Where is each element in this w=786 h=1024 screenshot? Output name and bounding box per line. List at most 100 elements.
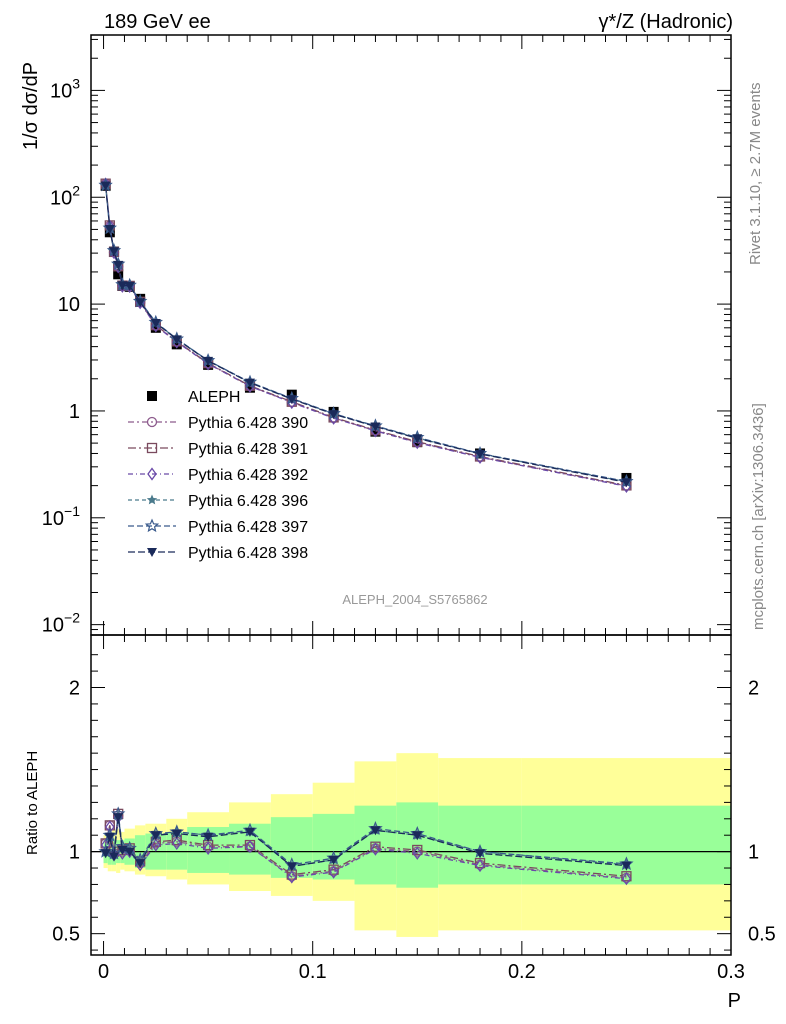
ratio-panel-axes: 0.5 0.5 1 1 2 2 0 0.1 0.2 0.3 (52, 635, 776, 983)
ratio-panel-frame (90, 634, 732, 956)
ratio-point-pythia-6-428-391 (621, 871, 632, 882)
ratio-point-pythia-6-428-398 (475, 849, 486, 859)
ratio-point-pythia-6-428-392 (370, 842, 381, 856)
ratio-y-tick-label-right: 2 (748, 678, 759, 700)
ratio-point-pythia-6-428-392 (621, 872, 632, 886)
stat-uncertainty-band (354, 805, 397, 885)
ratio-point-pythia-6-428-398 (124, 847, 135, 857)
data-point-aleph (171, 339, 182, 350)
data-point-pythia-6-428-398 (150, 319, 161, 329)
ratio-y-axis-label: Ratio to ALEPH (24, 751, 41, 855)
data-point-aleph (370, 426, 381, 437)
ratio-point-pythia-6-428-398 (117, 845, 128, 855)
y-tick-label: 103 (50, 75, 80, 102)
data-point-pythia-6-428-398 (171, 335, 182, 345)
ratio-point-pythia-6-428-392 (171, 836, 182, 851)
ratio-point-pythia-6-428-391 (474, 857, 486, 869)
data-point-pythia-6-428-398 (117, 281, 128, 291)
ratio-point-pythia-6-428-398 (244, 827, 255, 837)
legend-label-pythia-6-428-390: Pythia 6.428 390 (188, 415, 308, 432)
data-point-pythia-6-428-398 (113, 260, 124, 270)
ratio-point-pythia-6-428-398 (370, 826, 381, 836)
legend-marker-pythia-6-428-398 (147, 548, 157, 557)
ratio-point-pythia-6-428-398 (104, 832, 115, 842)
ratio-y-tick-label-left: 0.5 (52, 924, 80, 946)
series-line-pythia-6-428-390 (104, 183, 627, 487)
ratio-point-pythia-6-428-391 (370, 841, 381, 852)
data-point-pythia-6-428-398 (475, 449, 486, 459)
ratio-point-pythia-6-428-392 (245, 840, 255, 854)
ratio-uncertainty-bands (103, 753, 731, 937)
legend-label-pythia-6-428-396: Pythia 6.428 396 (188, 493, 308, 510)
main-panel-series (98, 177, 634, 493)
data-point-pythia-6-428-398 (135, 298, 146, 308)
data-point-aleph (113, 269, 124, 280)
ratio-y-tick-label-right: 1 (748, 842, 759, 864)
header-right: γ*/Z (Hadronic) (599, 11, 733, 33)
series-line-pythia-6-428-397 (104, 185, 627, 483)
series-line-pythia-6-428-398 (104, 185, 627, 483)
ratio-point-pythia-6-428-398 (412, 831, 423, 841)
legend-marker-aleph (147, 391, 157, 401)
ratio-panel-series (98, 806, 634, 886)
x-tick-label: 0.3 (717, 961, 745, 983)
ratio-point-pythia-6-428-398 (286, 862, 297, 872)
ratio-point-pythia-6-428-398 (109, 852, 120, 862)
y-tick-label: 102 (50, 182, 80, 209)
legend-marker-pythia-6-428-396 (146, 494, 158, 505)
legend: ALEPH Pythia 6.428 390 Pythia 6.428 391 Pyt… (128, 389, 308, 562)
data-point-pythia-6-428-398 (621, 478, 632, 488)
x-tick-label: 0 (98, 961, 109, 983)
header-left: 189 GeV ee (104, 11, 211, 33)
ratio-point-pythia-6-428-391 (412, 844, 423, 856)
stat-uncertainty-band (312, 813, 355, 880)
data-point-pythia-6-428-398 (109, 247, 120, 257)
series-line-pythia-6-428-396 (104, 185, 627, 483)
legend-label-aleph: ALEPH (188, 389, 240, 406)
legend-marker-pythia-6-428-391 (146, 442, 158, 454)
ratio-point-pythia-6-428-392 (286, 870, 297, 884)
ratio-point-pythia-6-428-392 (328, 865, 339, 879)
analysis-label: ALEPH_2004_S5765862 (342, 592, 487, 607)
y-tick-label: 1 (69, 401, 80, 423)
ratio-point-pythia-6-428-398 (100, 849, 111, 859)
legend-marker-pythia-6-428-397 (144, 518, 160, 533)
data-point-pythia-6-428-398 (328, 410, 339, 420)
y-tick-label: 10−1 (42, 503, 80, 530)
ratio-point-pythia-6-428-398 (135, 859, 146, 869)
ratio-point-pythia-6-428-392 (475, 858, 485, 873)
side-text-rivet: Rivet 3.1.10, ≥ 2.7M events (747, 83, 764, 266)
ratio-point-pythia-6-428-398 (150, 831, 161, 841)
data-point-pythia-6-428-398 (286, 395, 297, 405)
data-point-aleph (244, 382, 255, 393)
main-panel-frame (90, 34, 732, 636)
y-tick-label: 10−2 (42, 610, 80, 637)
data-point-pythia-6-428-398 (100, 181, 111, 191)
ratio-point-pythia-6-428-392 (151, 838, 161, 852)
ratio-point-pythia-6-428-398 (328, 855, 339, 865)
legend-label-pythia-6-428-397: Pythia 6.428 397 (188, 519, 308, 536)
x-tick-label: 0.2 (508, 961, 536, 983)
data-point-pythia-6-428-398 (370, 422, 381, 432)
data-point-pythia-6-428-398 (244, 378, 255, 388)
ratio-point-pythia-6-428-392 (412, 846, 423, 860)
data-point-pythia-6-428-398 (104, 224, 115, 234)
side-text-mcplots: mcplots.cern.ch [arXiv:1306.3436] (750, 403, 767, 630)
data-point-pythia-6-428-398 (412, 434, 423, 444)
series-line-pythia-6-428-391 (104, 183, 627, 487)
y-tick-label: 10 (58, 294, 80, 316)
series-line-pythia-6-428-392 (104, 183, 627, 487)
ratio-point-pythia-6-428-392 (203, 841, 213, 855)
legend-marker-pythia-6-428-390 (146, 416, 158, 428)
legend-label-pythia-6-428-391: Pythia 6.428 391 (188, 441, 308, 458)
ratio-y-tick-label-left: 2 (69, 678, 80, 700)
ratio-y-tick-label-left: 1 (69, 842, 80, 864)
x-tick-label: 0.1 (299, 961, 327, 983)
ratio-y-tick-label-right: 0.5 (748, 924, 776, 946)
x-axis-label: P (728, 990, 741, 1012)
main-panel-axes: 10−2 10−1 1 10 102 103 (42, 35, 732, 637)
data-point-pythia-6-428-398 (124, 281, 135, 291)
main-y-axis-label: 1/σ dσ/dP (20, 62, 42, 150)
ratio-point-pythia-6-428-398 (171, 829, 182, 839)
